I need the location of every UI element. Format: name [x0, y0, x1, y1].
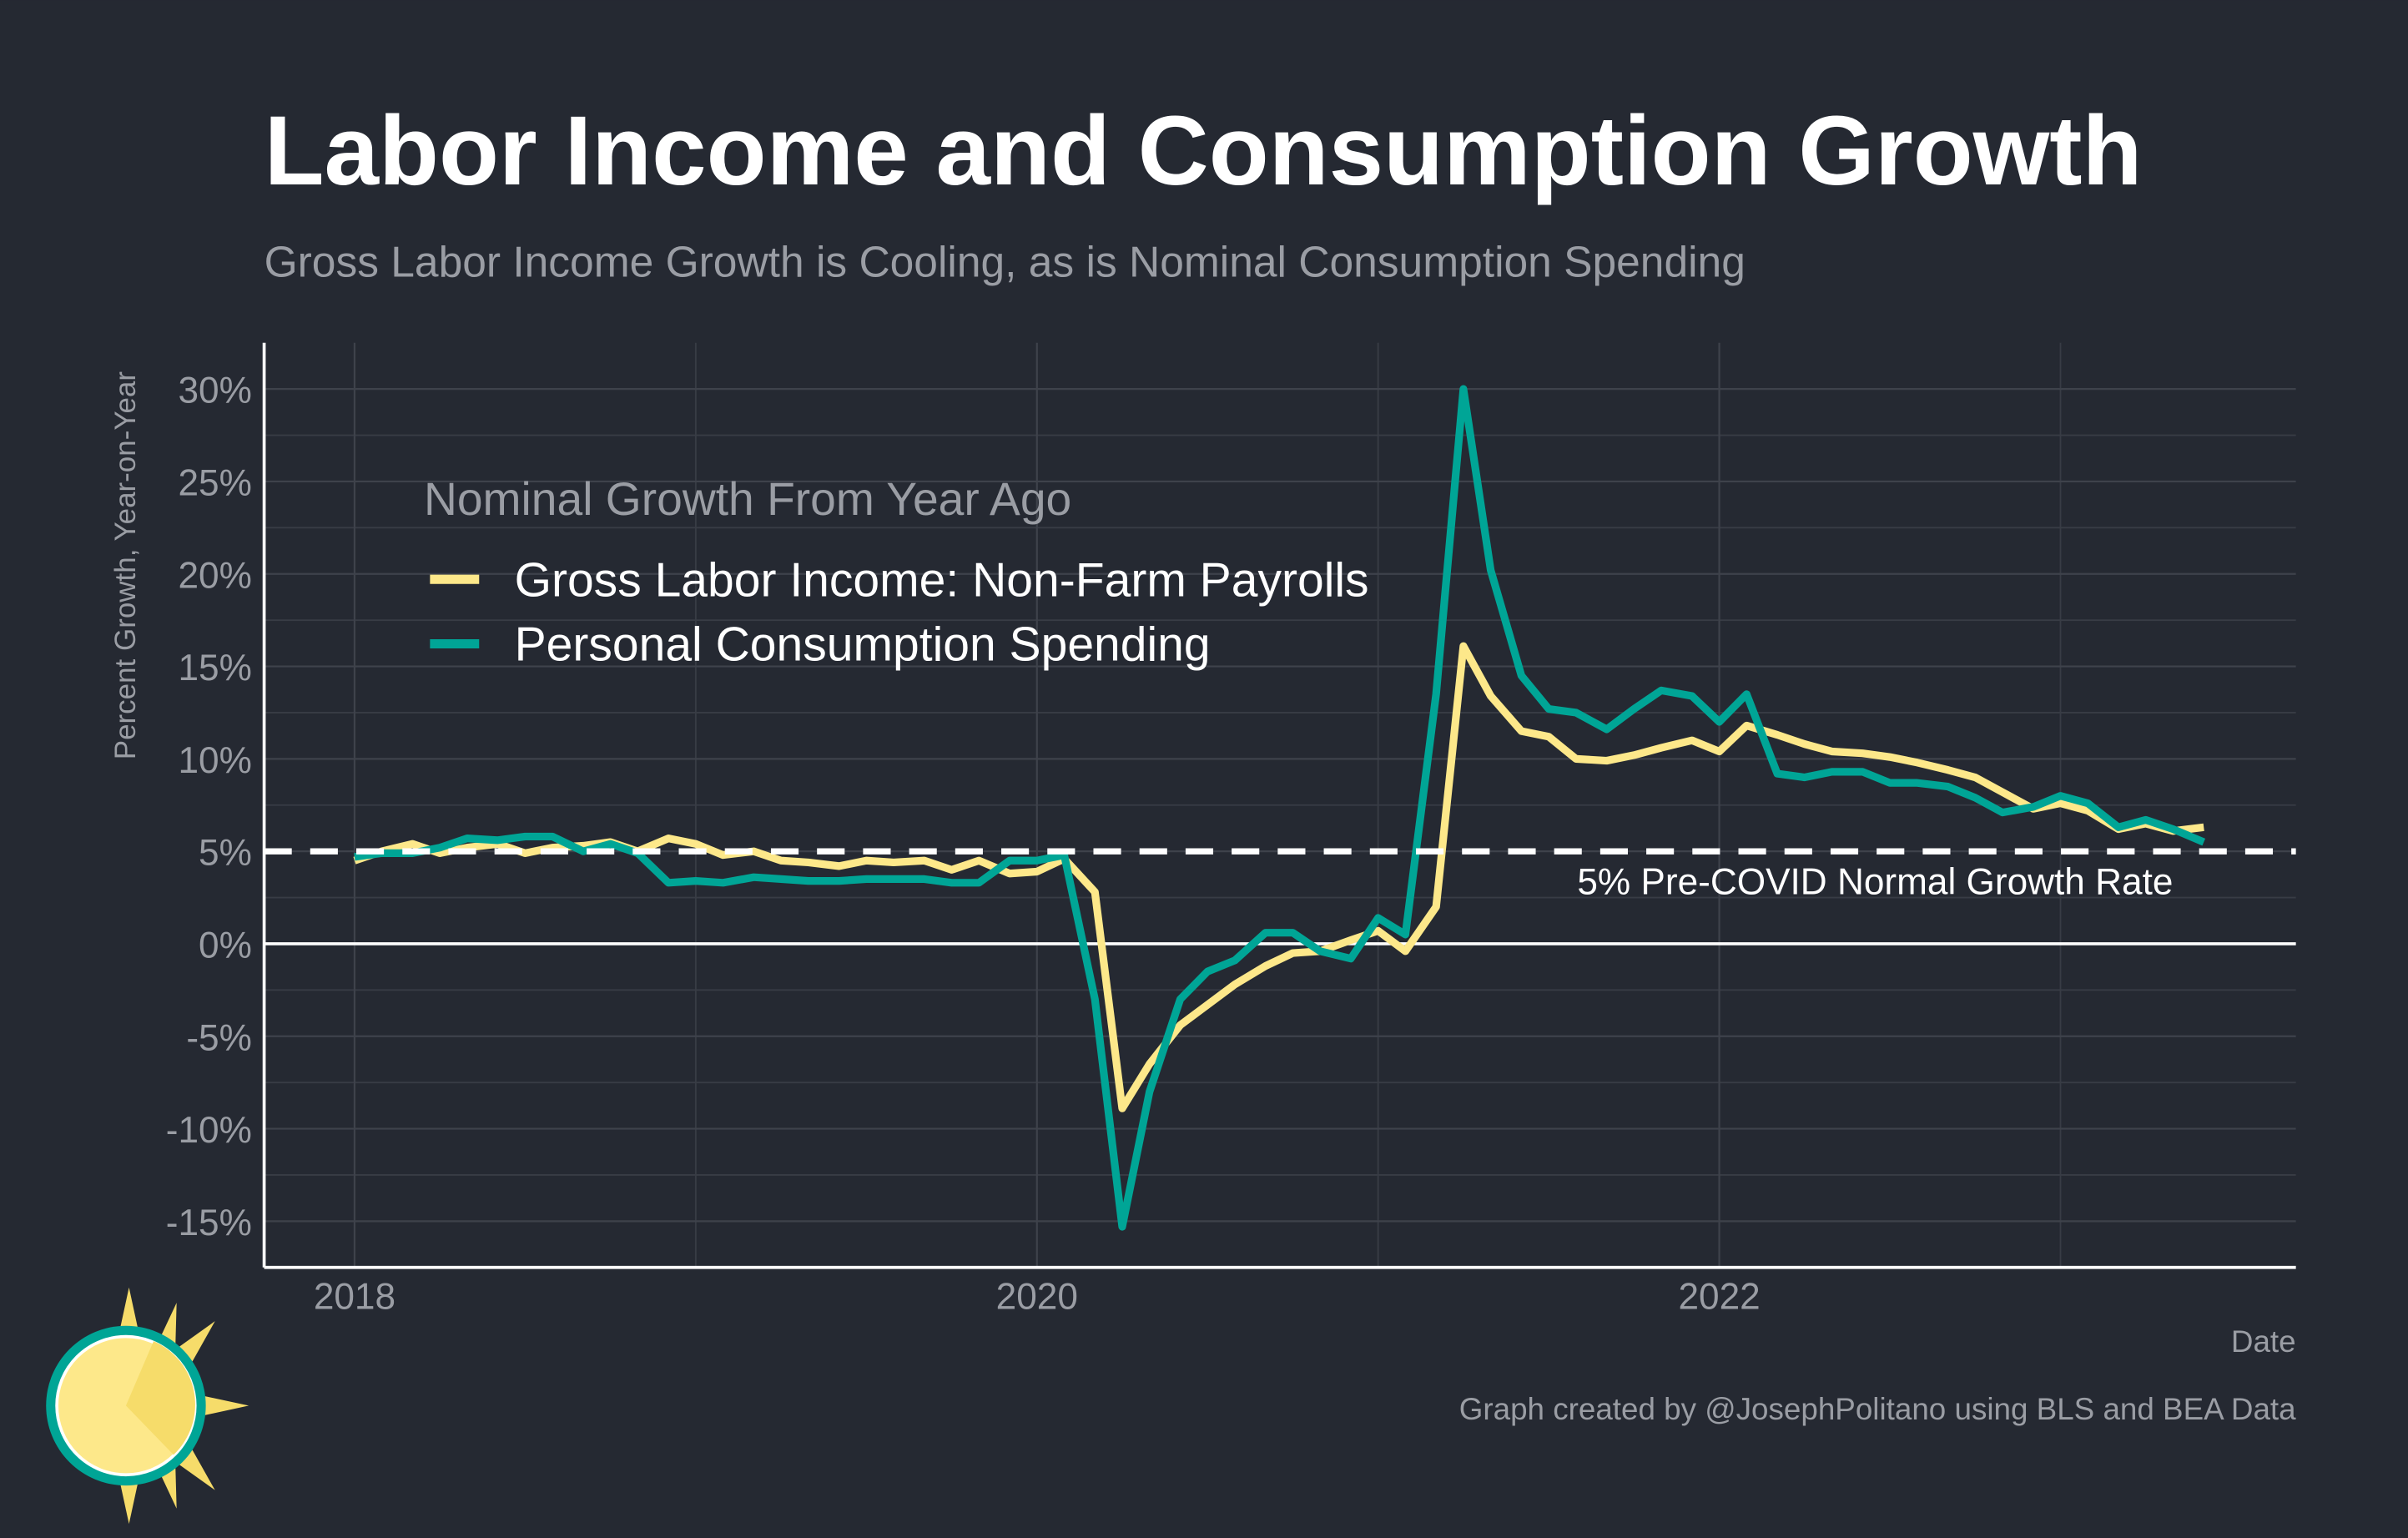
y-tick-label: 0% [199, 925, 252, 966]
chart-subtitle: Gross Labor Income Growth is Cooling, as… [264, 238, 1746, 286]
y-tick-label: 15% [178, 648, 251, 688]
chart-title: Labor Income and Consumption Growth [264, 95, 2143, 205]
legend-label: Personal Consumption Spending [515, 618, 1211, 672]
y-axis-label: Percent Growth, Year-on-Year [109, 371, 142, 760]
x-axis-label: Date [2231, 1324, 2296, 1359]
series-line [354, 385, 2206, 1231]
caption: Graph created by @JosephPolitano using B… [1459, 1392, 2296, 1426]
y-tick-label: 25% [178, 463, 251, 504]
x-tick-label: 2020 [996, 1276, 1078, 1317]
y-tick-label: 20% [178, 555, 251, 596]
x-tick-label: 2022 [1678, 1276, 1760, 1317]
series-line [353, 642, 2204, 1112]
legend-title: Nominal Growth From Year Ago [424, 473, 1071, 525]
logo [46, 1287, 249, 1525]
x-tick-label: 2018 [314, 1276, 395, 1317]
y-tick-label: -10% [166, 1110, 252, 1151]
y-tick-label: 5% [199, 833, 252, 874]
y-tick-label: -5% [186, 1017, 252, 1058]
legend-label: Gross Labor Income: Non-Farm Payrolls [515, 553, 1369, 607]
y-tick-label: -15% [166, 1203, 252, 1243]
y-tick-label: 10% [178, 740, 251, 781]
y-tick-label: 30% [178, 371, 251, 411]
reference-label: 5% Pre-COVID Normal Growth Rate [1577, 862, 2173, 903]
